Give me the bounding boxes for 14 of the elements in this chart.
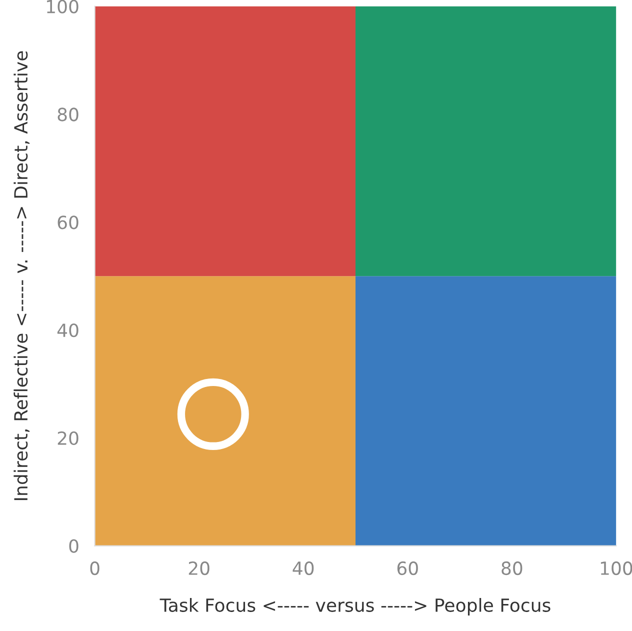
x-axis-title: Task Focus <----- versus -----> People Focus [160,598,550,616]
y-axis-title: Indirect, Reflective <----- v. -----> Direct, Assertive [14,51,30,500]
x-tick-label: 80 [502,561,522,576]
y-tick-label: 40 [57,323,78,338]
y-tick-label: 20 [58,431,78,446]
y-tick-label: 100 [47,0,78,14]
x-tick-label: 20 [188,561,210,576]
x-tick-label: 100 [600,561,632,576]
y-tick-label: 80 [58,108,78,122]
x-tick-label: 0 [90,561,100,576]
x-tick-label: 60 [397,561,418,576]
y-tick-label: 60 [58,216,78,230]
y-tick-label: 0 [69,539,78,553]
x-tick-label: 40 [292,561,314,576]
